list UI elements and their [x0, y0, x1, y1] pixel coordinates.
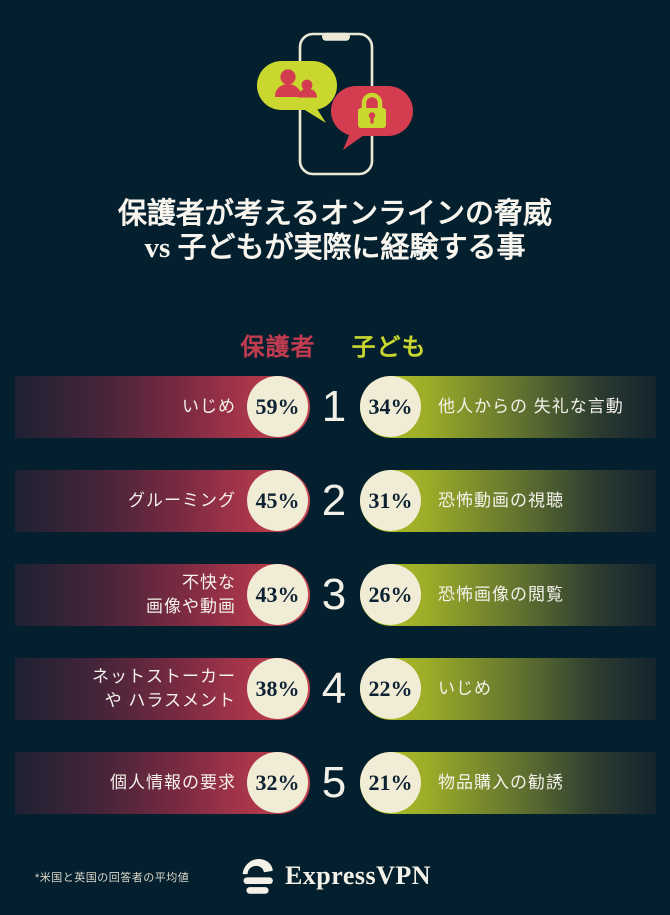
speech-bubble-people-icon — [257, 61, 337, 123]
table-row: 不快な 画像や動画 43% 3 26% 恐怖画像の閲覧 — [0, 564, 670, 626]
hero-illustration — [230, 26, 440, 188]
rank-number: 3 — [321, 570, 347, 619]
parent-label: 個人情報の要求 — [110, 773, 236, 792]
page-title-line2: vs 子どもが実際に経験する事 — [144, 232, 526, 264]
rank-number: 4 — [321, 664, 347, 713]
parent-value-badge: 59% — [247, 376, 308, 437]
comparison-rows: いじめ 59% 1 34% 他人からの 失礼な言動 グルーミング 45% 2 3… — [0, 376, 670, 846]
rank-number: 5 — [321, 758, 347, 807]
rank-number: 2 — [321, 476, 347, 525]
table-row: いじめ 59% 1 34% 他人からの 失礼な言動 — [0, 376, 670, 438]
footnote: *米国と英国の回答者の平均値 — [35, 872, 190, 884]
parent-value-badge: 38% — [247, 658, 308, 719]
speech-bubble-lock-icon — [331, 86, 413, 150]
parent-value-badge: 43% — [247, 564, 308, 625]
table-row: 個人情報の要求 32% 5 21% 物品購入の勧誘 — [0, 752, 670, 814]
legend-children: 子ども — [351, 335, 427, 361]
parent-label: いじめ — [182, 397, 236, 416]
page-title: 保護者が考えるオンラインの脅威 vs 子どもが実際に経験する事 — [0, 197, 670, 265]
lock-icon — [358, 92, 386, 128]
rank-number: 1 — [321, 382, 347, 431]
child-value-badge: 21% — [360, 752, 421, 813]
parent-label: 不快な 画像や動画 — [146, 573, 236, 616]
parent-value-badge: 45% — [247, 470, 308, 531]
page-title-line1: 保護者が考えるオンラインの脅威 — [117, 198, 553, 230]
legend-parents: 保護者 — [240, 335, 316, 361]
child-value-badge: 26% — [360, 564, 421, 625]
brand-name: ExpressVPN — [284, 861, 432, 890]
child-value-badge: 34% — [360, 376, 421, 437]
table-row: ネットストーカー や ハラスメント 38% 4 22% いじめ — [0, 658, 670, 720]
child-label: いじめ — [438, 679, 492, 698]
people-icon — [275, 69, 317, 98]
brand-logo: ExpressVPN — [0, 848, 670, 904]
child-value-badge: 31% — [360, 470, 421, 531]
parent-label: グルーミング — [128, 491, 236, 510]
child-value-badge: 22% — [360, 658, 421, 719]
child-label: 恐怖画像の閲覧 — [438, 585, 564, 604]
parent-value-badge: 32% — [247, 752, 308, 813]
parent-label: ネットストーカー や ハラスメント — [92, 667, 236, 710]
table-row: グルーミング 45% 2 31% 恐怖動画の視聴 — [0, 470, 670, 532]
child-label: 他人からの 失礼な言動 — [438, 397, 624, 416]
expressvpn-logo-icon — [242, 859, 273, 894]
child-label: 恐怖動画の視聴 — [438, 491, 564, 510]
child-label: 物品購入の勧誘 — [438, 773, 564, 792]
phone-chat-illustration — [257, 32, 413, 176]
